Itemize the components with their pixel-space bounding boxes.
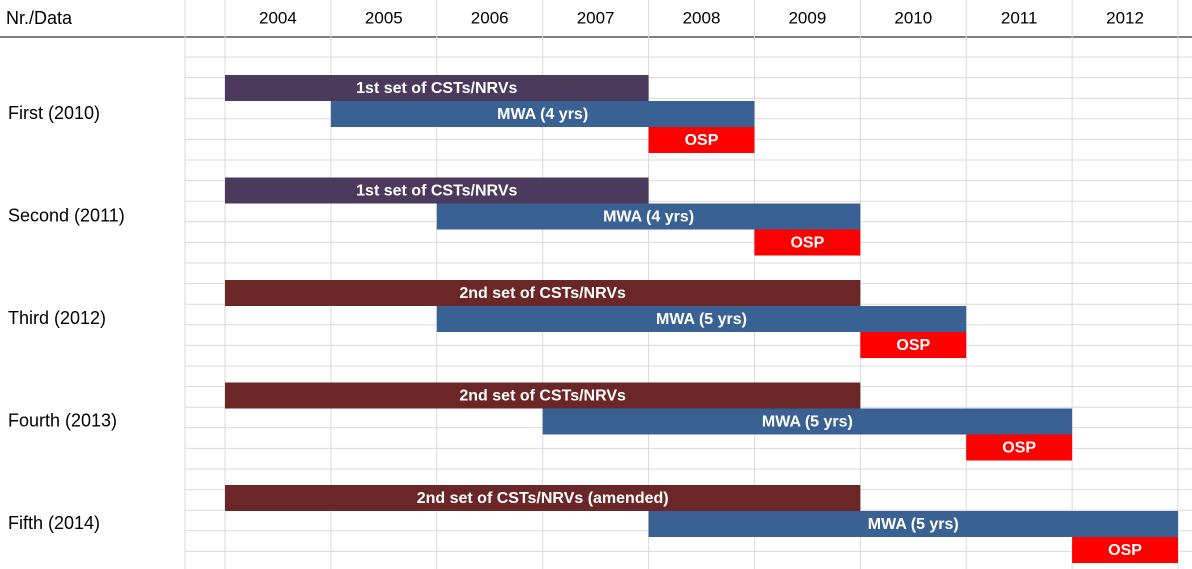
task-label: OSP [896,337,930,354]
task-label: MWA (4 yrs) [603,209,694,226]
task-bar [860,332,967,358]
header-label: Nr./Data [6,8,73,28]
x-tick-label: 2005 [365,8,403,27]
task-label: OSP [1002,440,1036,457]
x-tick-label: 2008 [683,8,721,27]
task-label: 2nd set of CSTs/NRVs [459,285,626,302]
task-label: OSP [1108,542,1142,559]
task-bar [225,382,861,409]
group-label: Fifth (2014) [8,513,100,533]
x-tick-label: 2010 [894,8,932,27]
task-label: 2nd set of CSTs/NRVs (amended) [417,490,669,507]
task-bar [225,177,649,204]
task-bar [754,229,861,256]
task-bar [648,511,1178,537]
group-label: Fourth (2013) [8,410,117,430]
x-tick-label: 2007 [577,8,615,27]
x-tick-label: 2006 [471,8,509,27]
x-tick-label: 2012 [1106,8,1144,27]
task-label: MWA (5 yrs) [656,311,747,328]
x-tick-label: 2009 [788,8,826,27]
task-bar [225,485,861,511]
task-bar [966,434,1073,461]
task-bar [542,408,1073,435]
task-bar [1072,537,1178,563]
task-bar [436,306,967,332]
task-bar [330,101,755,127]
task-label: MWA (5 yrs) [868,516,959,533]
task-label: OSP [685,132,719,149]
task-label: 2nd set of CSTs/NRVs [459,388,626,405]
task-bar [225,280,861,306]
x-tick-label: 2011 [1001,8,1038,27]
task-label: 1st set of CSTs/NRVs [356,183,517,200]
task-bar [648,127,755,153]
task-bar [225,75,649,101]
group-label: Third (2012) [8,308,106,328]
task-bar [436,203,861,230]
x-tick-label: 2004 [259,8,297,27]
group-label: First (2010) [8,103,100,123]
task-label: MWA (4 yrs) [497,106,588,123]
task-label: 1st set of CSTs/NRVs [356,80,517,97]
task-label: OSP [790,235,824,252]
task-label: MWA (5 yrs) [762,414,853,431]
group-label: Second (2011) [8,205,125,225]
